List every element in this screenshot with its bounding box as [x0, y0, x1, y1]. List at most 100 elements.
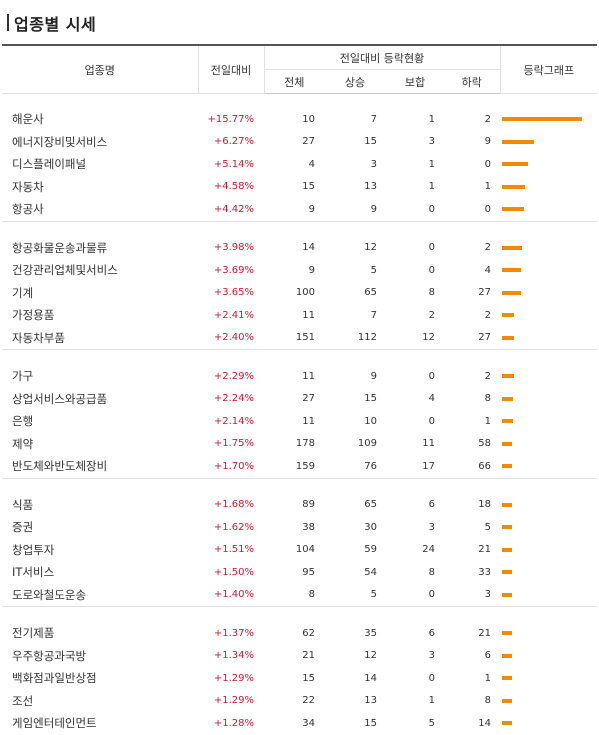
table-row: 자동차부품 +2.40% 151 112 12 27: [2, 327, 597, 350]
flat-count: 6: [428, 499, 435, 511]
sector-name-link[interactable]: 자동차부품: [12, 330, 65, 345]
sector-name-link[interactable]: 자동차: [12, 179, 44, 194]
change-rate: +6.27%: [213, 136, 254, 148]
table-row: 상업서비스와공급품 +2.24% 27 15 4 8: [2, 388, 597, 411]
down-count: 8: [484, 393, 492, 405]
change-bar: [502, 676, 513, 681]
down-count: 58: [478, 438, 492, 450]
sector-name-link[interactable]: 디스플레이패널: [12, 157, 87, 172]
change-bar: [502, 441, 513, 446]
sector-name-link[interactable]: 전기제품: [12, 626, 55, 641]
up-count: 15: [364, 717, 377, 729]
change-rate: +5.14%: [213, 158, 254, 170]
sector-name-link[interactable]: 식품: [12, 497, 34, 512]
down-count: 1: [484, 181, 492, 193]
change-rate: +1.50%: [213, 566, 254, 578]
table-row: 은행 +2.14% 11 10 0 1: [2, 410, 597, 433]
down-count: 0: [484, 203, 492, 215]
down-count: 1: [484, 415, 492, 427]
up-count: 12: [364, 650, 377, 662]
sector-name-link[interactable]: 증권: [12, 520, 34, 535]
down-count: 9: [484, 136, 492, 148]
sector-name-link[interactable]: 창업투자: [12, 542, 55, 557]
total-count: 11: [302, 309, 315, 321]
up-count: 13: [364, 181, 377, 193]
total-count: 151: [295, 332, 315, 344]
sector-name-link[interactable]: 도로와철도운송: [12, 587, 87, 602]
sector-name-link[interactable]: 에너지장비및서비스: [12, 134, 108, 149]
table-row: 증권 +1.62% 38 30 3 5: [2, 516, 597, 539]
change-bar: [502, 268, 522, 273]
down-count: 1: [484, 672, 492, 684]
up-count: 15: [364, 136, 377, 148]
up-count: 76: [364, 460, 377, 472]
sector-name-link[interactable]: 가정용품: [12, 308, 55, 323]
sector-name-link[interactable]: 은행: [12, 414, 34, 429]
up-count: 5: [370, 264, 377, 276]
sector-name-link[interactable]: 항공사: [12, 202, 44, 217]
table-row: 창업투자 +1.51% 104 59 24 21: [2, 539, 597, 562]
up-count: 15: [364, 393, 377, 405]
change-bar: [502, 162, 529, 167]
sector-name-link[interactable]: 우주항공과국방: [12, 648, 87, 663]
total-count: 11: [302, 415, 315, 427]
col-header-name[interactable]: 업종명: [2, 46, 198, 94]
change-bar: [502, 184, 526, 189]
change-bar: [502, 592, 513, 597]
change-rate: +15.77%: [207, 113, 254, 125]
up-count: 3: [370, 158, 377, 170]
col-header-up[interactable]: 상승: [324, 69, 386, 94]
change-bar: [502, 698, 513, 703]
total-count: 178: [295, 438, 315, 450]
col-header-down[interactable]: 하락: [444, 69, 501, 94]
up-count: 65: [364, 499, 377, 511]
col-header-total[interactable]: 전체: [263, 69, 324, 94]
total-count: 100: [295, 287, 315, 299]
sector-table: 업종명 전일대비 전일대비 등락현황 등락그래프 전체 상승 보합 하락 해운사…: [2, 46, 598, 735]
sector-name-link[interactable]: 가구: [12, 369, 34, 384]
sector-name-link[interactable]: 반도체와반도체장비: [12, 459, 108, 474]
change-rate: +1.28%: [213, 717, 254, 729]
col-header-flat[interactable]: 보합: [386, 69, 444, 94]
sector-name-link[interactable]: 항공화물운송과물류: [12, 240, 108, 255]
flat-count: 0: [428, 415, 435, 427]
change-graph-cell: [500, 259, 597, 282]
total-count: 62: [302, 627, 315, 639]
sector-name-link[interactable]: 건강관리업체및서비스: [12, 263, 118, 278]
change-graph-cell: [500, 494, 597, 517]
up-count: 59: [364, 544, 377, 556]
total-count: 4: [308, 158, 315, 170]
table-row: 건강관리업체및서비스 +3.69% 9 5 0 4: [2, 259, 597, 282]
change-graph-cell: [500, 365, 597, 388]
down-count: 2: [484, 370, 492, 382]
down-count: 27: [478, 287, 492, 299]
change-graph-cell: [500, 433, 597, 456]
flat-count: 8: [428, 287, 435, 299]
change-rate: +2.14%: [213, 415, 254, 427]
change-rate: +1.70%: [213, 460, 254, 472]
table-row: 에너지장비및서비스 +6.27% 27 15 3 9: [2, 131, 597, 154]
change-graph-cell: [500, 131, 597, 154]
change-bar: [502, 117, 583, 122]
sector-table-body: 해운사 +15.77% 10 7 1 2 에너지장비및서비스 +6.27% 27 15 3 9 디스플레…: [2, 94, 598, 735]
flat-count: 12: [422, 332, 435, 344]
change-rate: +2.41%: [213, 309, 254, 321]
sector-name-link[interactable]: 해운사: [12, 112, 44, 127]
down-count: 18: [478, 499, 492, 511]
sector-name-link[interactable]: 기계: [12, 285, 34, 300]
sector-name-link[interactable]: 상업서비스와공급품: [12, 391, 108, 406]
flat-count: 4: [428, 393, 435, 405]
flat-count: 3: [428, 136, 435, 148]
group-spacer: [2, 608, 597, 622]
total-count: 15: [302, 181, 315, 193]
flat-count: 0: [428, 264, 435, 276]
sector-table-container: 업종명 전일대비 전일대비 등락현황 등락그래프 전체 상승 보합 하락 해운사…: [2, 44, 598, 730]
flat-count: 1: [428, 158, 435, 170]
sector-name-link[interactable]: 제약: [12, 436, 34, 451]
col-header-change[interactable]: 전일대비: [197, 46, 264, 94]
sector-name-link[interactable]: 게임엔터테인먼트: [12, 716, 97, 731]
sector-name-link[interactable]: IT서비스: [12, 565, 55, 580]
table-row: 반도체와반도체장비 +1.70% 159 76 17 66: [2, 455, 597, 478]
sector-name-link[interactable]: 백화점과일반상점: [12, 671, 97, 686]
sector-name-link[interactable]: 조선: [12, 693, 34, 708]
